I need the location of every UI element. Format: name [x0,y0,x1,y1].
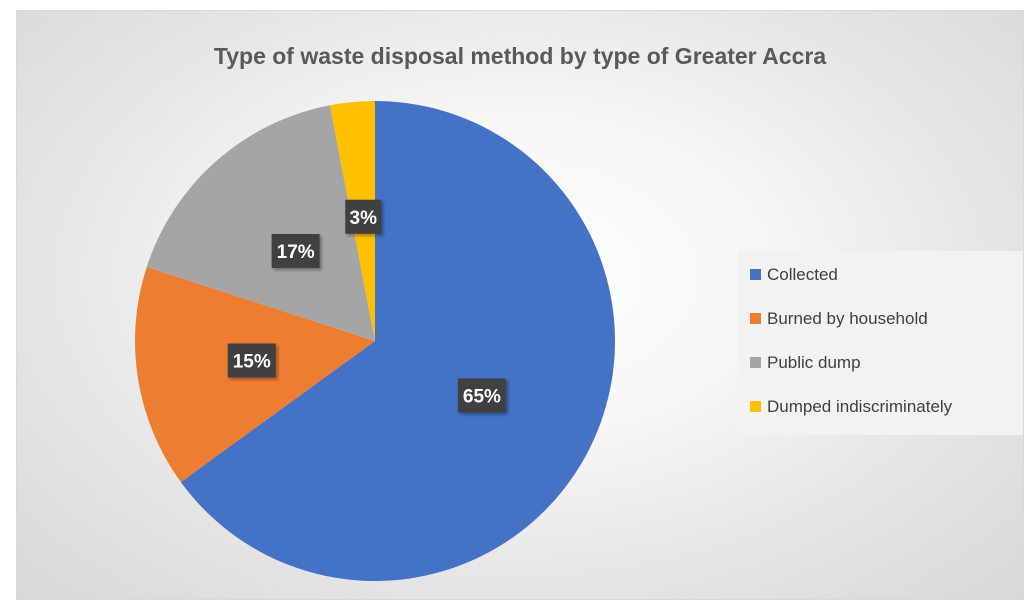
data-label-text: 17% [277,242,315,263]
legend-label: Collected [767,264,838,284]
legend-swatch [750,269,761,280]
data-label-burned-by-household: 15% [227,343,276,378]
data-label-collected: 65% [457,378,506,413]
data-label-box [227,343,276,378]
legend-item-burned-by-household: Burned by household [750,307,1023,330]
data-label-text: 3% [350,208,378,229]
legend-swatch [750,357,761,368]
data-label-text: 65% [463,386,501,407]
data-label-public-dump: 17% [271,233,320,268]
legend-item-collected: Collected [750,263,1023,286]
legend-swatch [750,313,761,324]
legend-label: Public dump [767,352,861,372]
legend-item-public-dump: Public dump [750,351,1023,374]
legend-label: Burned by household [767,308,928,328]
data-label-box [457,378,506,413]
pie-slice-public-dump [146,105,375,341]
data-label-text: 15% [233,352,271,373]
pie-slice-collected [180,101,615,581]
data-label-box [345,199,382,234]
chart-area: Type of waste disposal method by type of… [16,10,1024,600]
legend-label: Dumped indiscriminately [767,396,953,416]
legend-item-dumped-indiscriminately: Dumped indiscriminately [750,395,1023,418]
legend: Collected Burned by household Public dump D… [738,251,1023,435]
legend-swatch [750,401,761,412]
data-label-box [271,233,320,268]
chart-title: Type of waste disposal method by type of… [213,43,827,69]
pie-chart: 65% 15% 17% 3% [135,101,615,581]
data-label-dumped-indiscriminately: 3% [345,199,382,234]
